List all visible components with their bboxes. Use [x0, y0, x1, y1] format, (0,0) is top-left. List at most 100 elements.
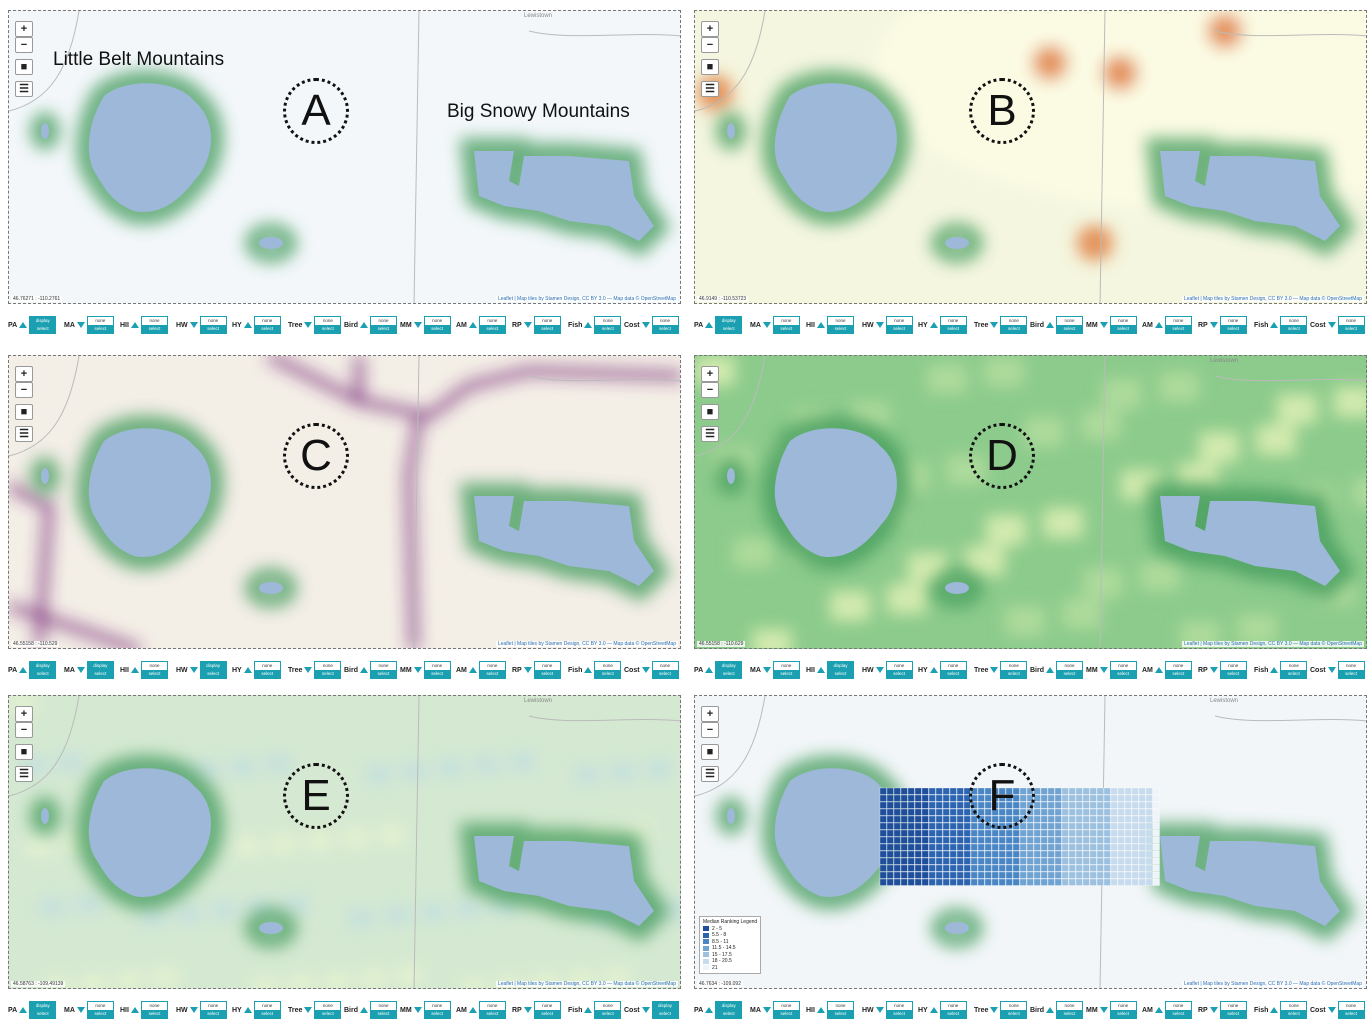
map-control[interactable]: + — [701, 706, 719, 722]
display-toggle[interactable]: none — [142, 1002, 167, 1010]
select-button[interactable]: select — [1001, 1010, 1026, 1018]
display-toggle[interactable]: none — [255, 1002, 280, 1010]
display-toggle[interactable]: display — [716, 662, 741, 670]
select-button[interactable]: select — [887, 1010, 912, 1018]
map-control[interactable]: − — [701, 382, 719, 398]
map-control[interactable]: − — [701, 722, 719, 738]
select-button[interactable]: select — [88, 325, 113, 333]
select-button[interactable]: select — [201, 1010, 226, 1018]
select-button[interactable]: select — [1339, 325, 1364, 333]
select-button[interactable]: select — [941, 1010, 966, 1018]
select-button[interactable]: select — [30, 325, 55, 333]
select-button[interactable]: select — [595, 1010, 620, 1018]
display-toggle[interactable]: none — [774, 317, 799, 325]
display-toggle[interactable]: none — [653, 317, 678, 325]
display-toggle[interactable]: none — [201, 317, 226, 325]
display-toggle[interactable]: none — [1221, 1002, 1246, 1010]
select-button[interactable]: select — [1111, 325, 1136, 333]
select-button[interactable]: select — [1166, 325, 1191, 333]
select-button[interactable]: select — [425, 325, 450, 333]
display-toggle[interactable]: none — [371, 317, 396, 325]
select-button[interactable]: select — [201, 325, 226, 333]
select-button[interactable]: select — [201, 670, 226, 678]
select-button[interactable]: select — [595, 670, 620, 678]
select-button[interactable]: select — [142, 325, 167, 333]
display-toggle[interactable]: none — [1339, 317, 1364, 325]
select-button[interactable]: select — [1221, 670, 1246, 678]
select-button[interactable]: select — [535, 670, 560, 678]
map-control[interactable]: ☰ — [15, 81, 33, 97]
display-toggle[interactable]: none — [1001, 662, 1026, 670]
display-toggle[interactable]: none — [1111, 317, 1136, 325]
map-control[interactable]: + — [15, 366, 33, 382]
display-toggle[interactable]: none — [941, 317, 966, 325]
display-toggle[interactable]: none — [1339, 1002, 1364, 1010]
display-toggle[interactable]: none — [774, 1002, 799, 1010]
select-button[interactable]: select — [1281, 1010, 1306, 1018]
display-toggle[interactable]: none — [142, 317, 167, 325]
select-button[interactable]: select — [480, 670, 505, 678]
select-button[interactable]: select — [774, 325, 799, 333]
select-button[interactable]: select — [88, 670, 113, 678]
select-button[interactable]: select — [535, 325, 560, 333]
map-control[interactable]: ☰ — [15, 426, 33, 442]
select-button[interactable]: select — [315, 670, 340, 678]
select-button[interactable]: select — [30, 1010, 55, 1018]
display-toggle[interactable]: none — [1281, 1002, 1306, 1010]
map-control[interactable]: ☰ — [701, 426, 719, 442]
display-toggle[interactable]: display — [30, 1002, 55, 1010]
map-control[interactable]: ■ — [701, 59, 719, 75]
map-control[interactable]: + — [701, 366, 719, 382]
map-control[interactable]: ■ — [15, 404, 33, 420]
display-toggle[interactable]: display — [30, 317, 55, 325]
select-button[interactable]: select — [371, 325, 396, 333]
display-toggle[interactable]: none — [595, 317, 620, 325]
select-button[interactable]: select — [653, 1010, 678, 1018]
select-button[interactable]: select — [1281, 670, 1306, 678]
display-toggle[interactable]: none — [480, 662, 505, 670]
select-button[interactable]: select — [1111, 1010, 1136, 1018]
map-control[interactable]: + — [15, 706, 33, 722]
select-button[interactable]: select — [1281, 325, 1306, 333]
map-control[interactable]: − — [15, 722, 33, 738]
display-toggle[interactable]: none — [425, 662, 450, 670]
map-control[interactable]: + — [701, 21, 719, 37]
select-button[interactable]: select — [1221, 1010, 1246, 1018]
display-toggle[interactable]: none — [653, 662, 678, 670]
display-toggle[interactable]: none — [828, 317, 853, 325]
display-toggle[interactable]: none — [1166, 1002, 1191, 1010]
display-toggle[interactable]: none — [425, 317, 450, 325]
select-button[interactable]: select — [255, 1010, 280, 1018]
map-control[interactable]: − — [15, 382, 33, 398]
display-toggle[interactable]: none — [1057, 1002, 1082, 1010]
display-toggle[interactable]: none — [1057, 662, 1082, 670]
select-button[interactable]: select — [716, 325, 741, 333]
display-toggle[interactable]: display — [201, 662, 226, 670]
display-toggle[interactable]: none — [1281, 662, 1306, 670]
select-button[interactable]: select — [1057, 670, 1082, 678]
select-button[interactable]: select — [480, 1010, 505, 1018]
display-toggle[interactable]: none — [1057, 317, 1082, 325]
display-toggle[interactable]: none — [887, 1002, 912, 1010]
display-toggle[interactable]: none — [887, 317, 912, 325]
display-toggle[interactable]: none — [88, 1002, 113, 1010]
display-toggle[interactable]: none — [1001, 1002, 1026, 1010]
display-toggle[interactable]: none — [535, 1002, 560, 1010]
display-toggle[interactable]: none — [535, 662, 560, 670]
select-button[interactable]: select — [887, 325, 912, 333]
display-toggle[interactable]: none — [595, 662, 620, 670]
display-toggle[interactable]: none — [425, 1002, 450, 1010]
select-button[interactable]: select — [142, 670, 167, 678]
display-toggle[interactable]: none — [1221, 662, 1246, 670]
display-toggle[interactable]: display — [716, 1002, 741, 1010]
map-control[interactable]: − — [701, 37, 719, 53]
select-button[interactable]: select — [1339, 670, 1364, 678]
select-button[interactable]: select — [535, 1010, 560, 1018]
select-button[interactable]: select — [595, 325, 620, 333]
display-toggle[interactable]: none — [774, 662, 799, 670]
select-button[interactable]: select — [480, 325, 505, 333]
map-control[interactable]: ■ — [15, 59, 33, 75]
display-toggle[interactable]: none — [595, 1002, 620, 1010]
select-button[interactable]: select — [88, 1010, 113, 1018]
select-button[interactable]: select — [1001, 325, 1026, 333]
